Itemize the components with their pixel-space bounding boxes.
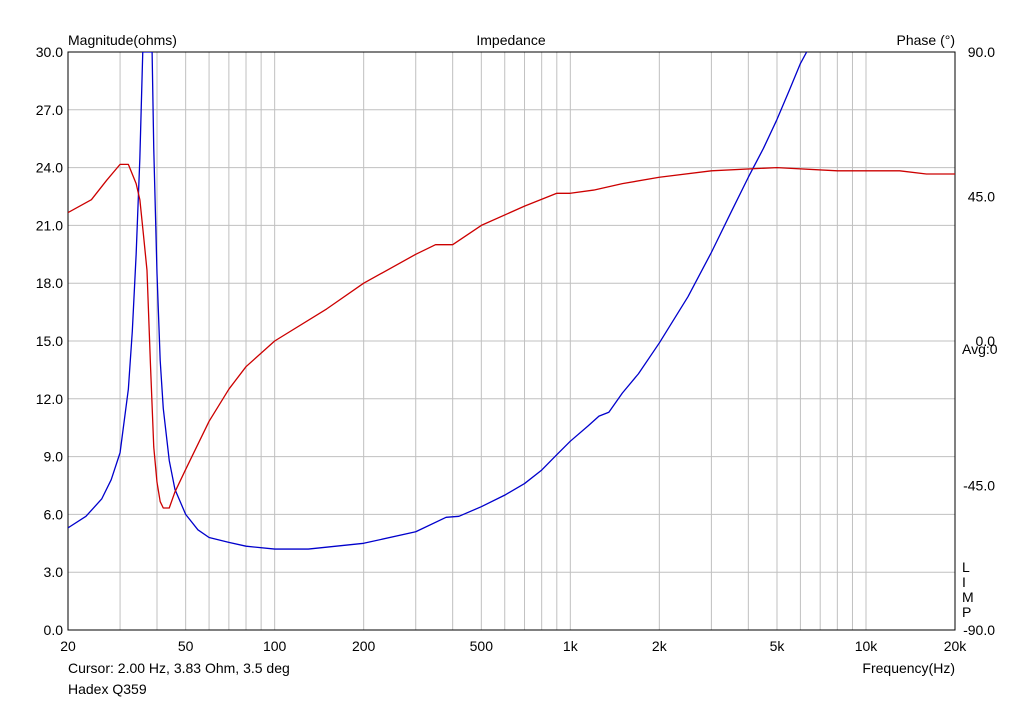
y-axis-right-label: Phase (°) — [896, 32, 955, 48]
y-left-tick-label: 9.0 — [44, 449, 64, 465]
y-left-tick-label: 3.0 — [44, 564, 64, 580]
y-left-tick-label: 21.0 — [36, 217, 63, 233]
grid — [68, 51, 955, 631]
y-left-tick-label: 27.0 — [36, 102, 63, 118]
x-tick-label: 5k — [770, 638, 786, 654]
x-tick-label: 500 — [470, 638, 494, 654]
y-left-tick-label: 18.0 — [36, 275, 63, 291]
x-tick-label: 20k — [944, 638, 968, 654]
y-left-tick-label: 12.0 — [36, 391, 63, 407]
y-left-tick-label: 15.0 — [36, 333, 63, 349]
footer-label: Hadex Q359 — [68, 681, 147, 697]
x-tick-label: 200 — [352, 638, 376, 654]
y-right-tick-label: 90.0 — [968, 44, 995, 60]
x-tick-label: 20 — [60, 638, 76, 654]
y-right-tick-label: 45.0 — [968, 189, 995, 205]
x-tick-label: 50 — [178, 638, 194, 654]
y-right-tick-label: -45.0 — [963, 478, 995, 494]
x-tick-label: 2k — [652, 638, 668, 654]
tick-labels: 20 50 100 200 500 1k 2k 5k 10k 20k 0.0 3.0 6.0 9.0 12.… — [36, 44, 995, 654]
y-right-tick-label: 0.0 — [976, 333, 996, 349]
x-tick-label: 10k — [855, 638, 879, 654]
y-right-tick-label: -90.0 — [963, 622, 995, 638]
series-layer — [68, 52, 955, 550]
magnitude-series-line — [68, 52, 808, 550]
x-tick-label: 1k — [563, 638, 579, 654]
avg-label: Avg:0 — [962, 341, 998, 357]
side-label-m: M — [962, 589, 974, 605]
side-label-p: P — [962, 604, 971, 620]
plot-frame — [67, 51, 956, 631]
x-tick-label: 100 — [263, 638, 287, 654]
side-label-i: I — [962, 574, 966, 590]
y-left-tick-label: 6.0 — [44, 506, 64, 522]
side-label-l: L — [962, 559, 970, 575]
y-left-tick-label: 24.0 — [36, 160, 63, 176]
cursor-readout: Cursor: 2.00 Hz, 3.83 Ohm, 3.5 deg — [68, 660, 290, 676]
x-axis-label: Frequency(Hz) — [862, 660, 955, 676]
y-left-tick-label: 30.0 — [36, 44, 63, 60]
phase-series-line — [68, 163, 955, 509]
y-left-tick-label: 0.0 — [44, 622, 64, 638]
y-axis-left-label: Magnitude(ohms) — [68, 32, 177, 48]
chart-title: Impedance — [476, 32, 545, 48]
